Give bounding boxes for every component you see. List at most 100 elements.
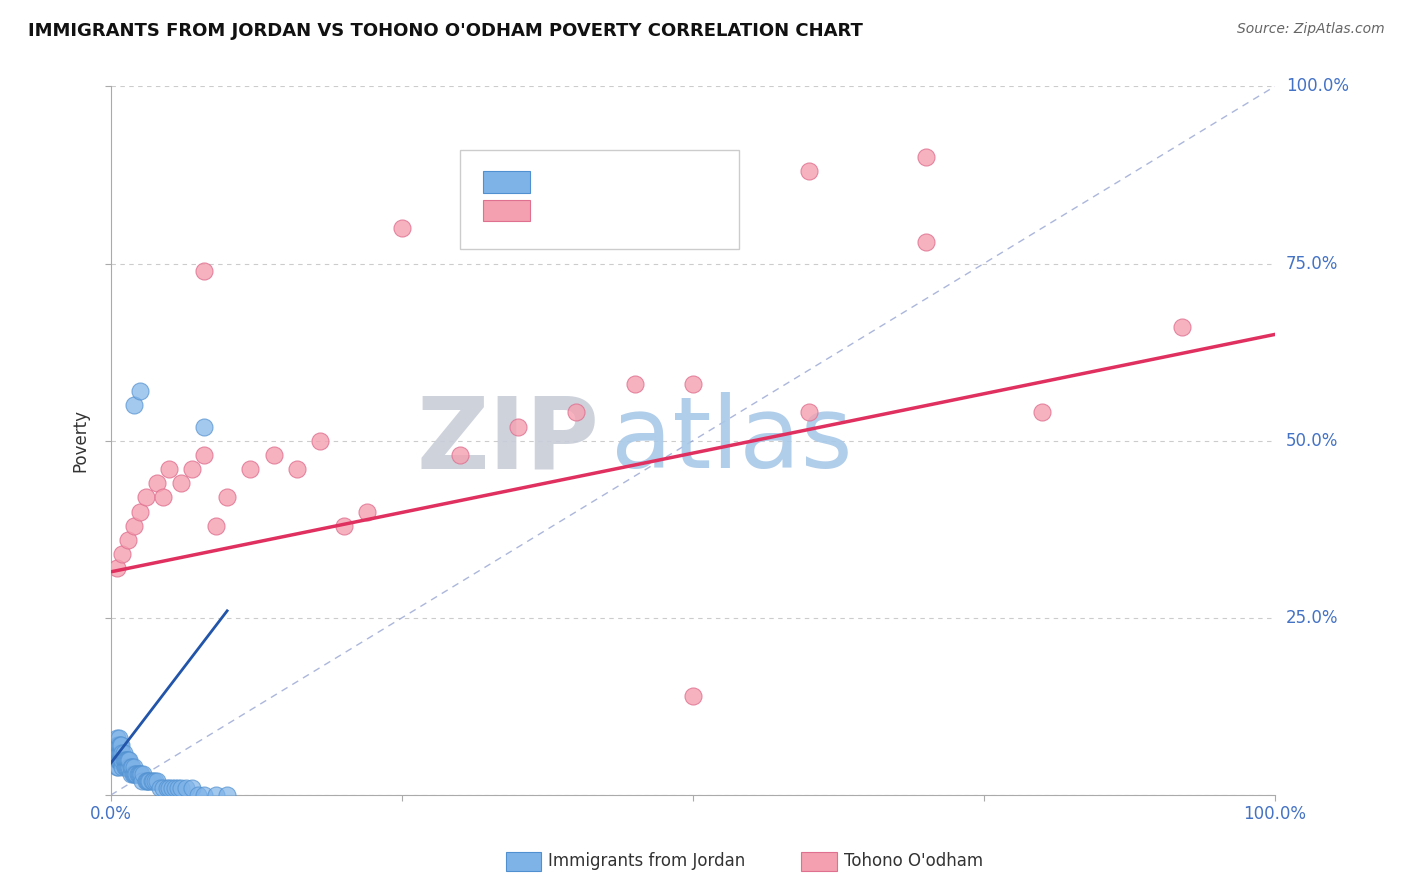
Point — [217, 788, 239, 802]
Y-axis label: Poverty: Poverty — [72, 409, 89, 472]
Text: N = 30: N = 30 — [634, 202, 693, 219]
Point — [163, 780, 186, 795]
Point — [105, 760, 128, 774]
Point — [152, 780, 174, 795]
Point — [152, 491, 174, 505]
Point — [204, 518, 226, 533]
Point — [120, 760, 142, 774]
Point — [108, 731, 131, 746]
Point — [112, 746, 135, 760]
Point — [122, 766, 145, 780]
Point — [135, 773, 157, 788]
Point — [111, 753, 134, 767]
Point — [157, 780, 180, 795]
Point — [162, 780, 184, 795]
Point — [125, 766, 148, 780]
Point — [157, 462, 180, 476]
Point — [115, 760, 138, 774]
FancyBboxPatch shape — [460, 150, 740, 250]
Point — [131, 773, 153, 788]
Point — [187, 788, 209, 802]
Point — [285, 462, 308, 476]
Point — [122, 518, 145, 533]
Point — [108, 739, 131, 753]
Point — [136, 773, 159, 788]
Point — [149, 780, 172, 795]
Point — [565, 405, 588, 419]
Point — [105, 746, 128, 760]
Text: Immigrants from Jordan: Immigrants from Jordan — [548, 852, 745, 870]
Point — [391, 221, 413, 235]
Point — [122, 766, 145, 780]
Text: N = 70: N = 70 — [634, 173, 692, 191]
Point — [107, 739, 129, 753]
Point — [107, 746, 129, 760]
Point — [105, 753, 128, 767]
Point — [449, 448, 471, 462]
Point — [143, 773, 166, 788]
Point — [167, 780, 190, 795]
Point — [128, 766, 150, 780]
Point — [118, 760, 141, 774]
FancyBboxPatch shape — [484, 200, 530, 221]
Text: 50.0%: 50.0% — [1286, 432, 1339, 450]
Point — [129, 766, 152, 780]
Point — [797, 164, 820, 178]
Point — [128, 384, 150, 399]
Point — [114, 760, 136, 774]
FancyBboxPatch shape — [484, 171, 530, 193]
Point — [356, 505, 378, 519]
Point — [135, 491, 157, 505]
Point — [107, 760, 129, 774]
Point — [135, 773, 157, 788]
Point — [181, 780, 204, 795]
Point — [110, 753, 132, 767]
Point — [217, 491, 239, 505]
Point — [127, 766, 149, 780]
Point — [108, 753, 131, 767]
Point — [108, 746, 131, 760]
Point — [239, 462, 262, 476]
Point — [115, 753, 138, 767]
Point — [110, 746, 132, 760]
Point — [117, 753, 139, 767]
Point — [111, 760, 134, 774]
Text: Tohono O'odham: Tohono O'odham — [844, 852, 983, 870]
Point — [181, 462, 204, 476]
Point — [105, 561, 128, 575]
Point — [1031, 405, 1053, 419]
Point — [112, 753, 135, 767]
Point — [1170, 320, 1192, 334]
Point — [146, 476, 169, 491]
Text: 100.0%: 100.0% — [1286, 78, 1348, 95]
Point — [309, 434, 332, 448]
Text: IMMIGRANTS FROM JORDAN VS TOHONO O'ODHAM POVERTY CORRELATION CHART: IMMIGRANTS FROM JORDAN VS TOHONO O'ODHAM… — [28, 22, 863, 40]
Point — [146, 773, 169, 788]
Point — [108, 746, 131, 760]
Point — [110, 739, 132, 753]
Point — [122, 398, 145, 412]
Point — [204, 788, 226, 802]
Point — [682, 689, 704, 703]
Point — [105, 739, 128, 753]
Point — [169, 476, 191, 491]
Point — [108, 753, 131, 767]
Point — [914, 150, 936, 164]
Point — [111, 746, 134, 760]
Point — [114, 753, 136, 767]
Text: ZIP: ZIP — [416, 392, 599, 489]
Point — [128, 505, 150, 519]
Point — [156, 780, 179, 795]
Point — [111, 547, 134, 561]
Point — [120, 766, 142, 780]
Point — [118, 753, 141, 767]
Text: R = 0.365: R = 0.365 — [541, 173, 624, 191]
Point — [508, 419, 530, 434]
Point — [797, 405, 820, 419]
Point — [193, 419, 215, 434]
Point — [682, 377, 704, 392]
Text: Source: ZipAtlas.com: Source: ZipAtlas.com — [1237, 22, 1385, 37]
Point — [128, 766, 150, 780]
Point — [122, 760, 145, 774]
Point — [141, 773, 163, 788]
